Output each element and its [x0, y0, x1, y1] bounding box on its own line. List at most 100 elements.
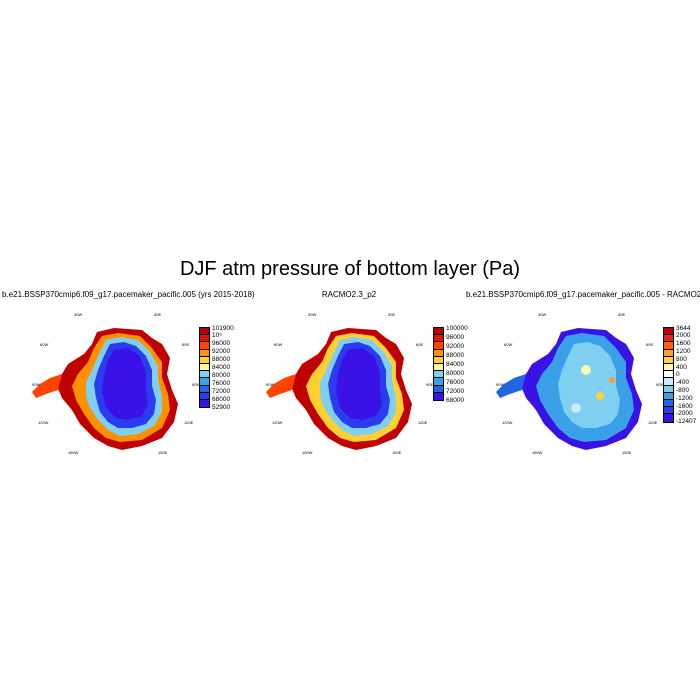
lon-label: 150W	[302, 450, 313, 455]
lon-label: 60W	[40, 342, 49, 347]
colorbar-swatch	[663, 398, 674, 409]
colorbar-tick-label: 72000	[212, 387, 231, 395]
colorbar-swatch	[433, 334, 444, 344]
colorbar-swatch	[433, 348, 444, 358]
lon-label: 150E	[158, 450, 168, 455]
colorbar-swatch	[199, 326, 210, 337]
colorbar-swatch	[663, 377, 674, 387]
lon-label: 90E	[656, 382, 664, 387]
colorbar-tick-label: -1600	[676, 402, 693, 410]
lon-label: 90E	[426, 382, 434, 387]
lon-label: 30W	[538, 312, 547, 317]
colorbar-swatch	[433, 370, 444, 380]
colorbar-swatch	[663, 355, 674, 366]
colorbar-tick-label: -2000	[676, 410, 693, 418]
panel-racmo: RACMO2.3_p2 30W 30E 60W 60E 90W 90E 120W…	[236, 290, 468, 460]
peninsula	[266, 374, 296, 398]
colorbar-tick-label: -1200	[676, 394, 693, 402]
colorbar-swatch	[663, 362, 674, 373]
diff-patch	[596, 392, 604, 400]
colorbar-swatch	[199, 398, 210, 409]
colorbar-swatch	[663, 391, 674, 402]
colorbar-swatch	[433, 326, 444, 337]
colorbar-tick-label: 2000	[676, 332, 691, 340]
colorbar-tick-label: 76000	[446, 378, 465, 386]
lon-label: 150E	[622, 450, 632, 455]
lon-label: 90W	[32, 382, 41, 387]
colorbar-tick-label: 88000	[446, 351, 465, 359]
lon-label: 120W	[272, 420, 283, 425]
figure-title: DJF atm pressure of bottom layer (Pa)	[179, 258, 521, 280]
antarctica-map: 30W 30E 60W 60E 90W 90E 120W 120E 150W 1…	[2, 300, 228, 460]
colorbar-tick-label: 400	[676, 363, 687, 371]
colorbar-tick-label: 80000	[446, 369, 465, 377]
colorbar-tick-label: 92000	[212, 348, 231, 356]
lon-label: 30W	[308, 312, 317, 317]
colorbar-tick-label: 1600	[676, 340, 691, 348]
lon-label: 150W	[68, 450, 79, 455]
colorbar-swatch	[433, 391, 444, 402]
diff-patch	[609, 377, 615, 383]
lon-label: 120W	[502, 420, 513, 425]
colorbar-swatch	[663, 370, 674, 380]
map-canvas	[496, 328, 642, 450]
colorbar-swatch	[433, 355, 444, 366]
colorbar-tick-label: 88000	[212, 356, 231, 364]
colorbar-tick-label: 72000	[446, 387, 465, 395]
map-canvas	[266, 328, 412, 450]
colorbar-swatch	[199, 384, 210, 394]
peninsula	[32, 374, 62, 398]
colorbar-tick-label: 76000	[212, 379, 231, 387]
panel-title: b.e21.BSSP370cmip6.f09_g17.pacemaker_pac…	[466, 290, 700, 299]
colorbar-swatch	[199, 362, 210, 373]
lon-label: 30E	[154, 312, 162, 317]
colorbar-swatch	[199, 355, 210, 366]
colorbar-swatch	[433, 377, 444, 387]
colorbar-swatch	[199, 348, 210, 358]
lon-label: 60W	[504, 342, 513, 347]
lon-label: 90W	[266, 382, 275, 387]
lon-label: 90E	[192, 382, 200, 387]
colorbar-tick-label: 80000	[212, 372, 231, 380]
lon-label: 60W	[274, 342, 283, 347]
peninsula	[496, 374, 526, 398]
colorbar-tick-label: -800	[676, 386, 690, 394]
colorbar-tick-label: 0	[676, 371, 680, 379]
colorbar-tick-label: 68000	[212, 395, 231, 403]
colorbar-swatch	[199, 370, 210, 380]
colorbar-swatch	[663, 326, 674, 337]
panel-difference: b.e21.BSSP370cmip6.f09_g17.pacemaker_pac…	[466, 290, 700, 460]
colorbar-tick-label: -12407	[676, 418, 697, 426]
lon-label: 30E	[388, 312, 396, 317]
lon-label: 60E	[416, 342, 424, 347]
map-canvas	[32, 328, 178, 450]
plateau-core	[102, 348, 148, 420]
colorbar-tick-label: 96000	[212, 340, 231, 348]
colorbar-tick-label: 84000	[446, 360, 465, 368]
plateau-core	[336, 348, 382, 420]
lon-label: 120E	[418, 420, 428, 425]
colorbar-tick-label: 3644	[676, 324, 691, 332]
colorbar-tick-label: -400	[676, 379, 690, 387]
lon-label: 120W	[38, 420, 49, 425]
colorbar-swatch	[433, 341, 444, 351]
lon-label: 120E	[648, 420, 658, 425]
colorbar-swatch	[663, 406, 674, 416]
colorbar-tick-label: 92000	[446, 342, 465, 350]
panel-title: b.e21.BSSP370cmip6.f09_g17.pacemaker_pac…	[2, 290, 255, 299]
antarctica-map: 30W 30E 60W 60E 90W 90E 120W 120E 150W 1…	[466, 300, 692, 460]
diff-patch	[581, 365, 591, 375]
colorbar-tick-label: 84000	[212, 364, 231, 372]
colorbar-tick-label: 10⁵	[212, 332, 222, 340]
colorbar-swatch	[663, 334, 674, 344]
colorbar-swatch	[433, 384, 444, 394]
colorbar-tick-label: 68000	[446, 396, 465, 404]
colorbar-tick-label: 101900	[212, 324, 234, 332]
colorbar-tick-label: 96000	[446, 333, 465, 341]
colorbar-tick-label: 800	[676, 355, 687, 363]
lon-label: 90W	[496, 382, 505, 387]
lon-label: 30W	[74, 312, 83, 317]
lon-label: 60E	[182, 342, 190, 347]
colorbar-swatch	[663, 384, 674, 394]
colorbar-tick-label: 52900	[212, 403, 231, 411]
